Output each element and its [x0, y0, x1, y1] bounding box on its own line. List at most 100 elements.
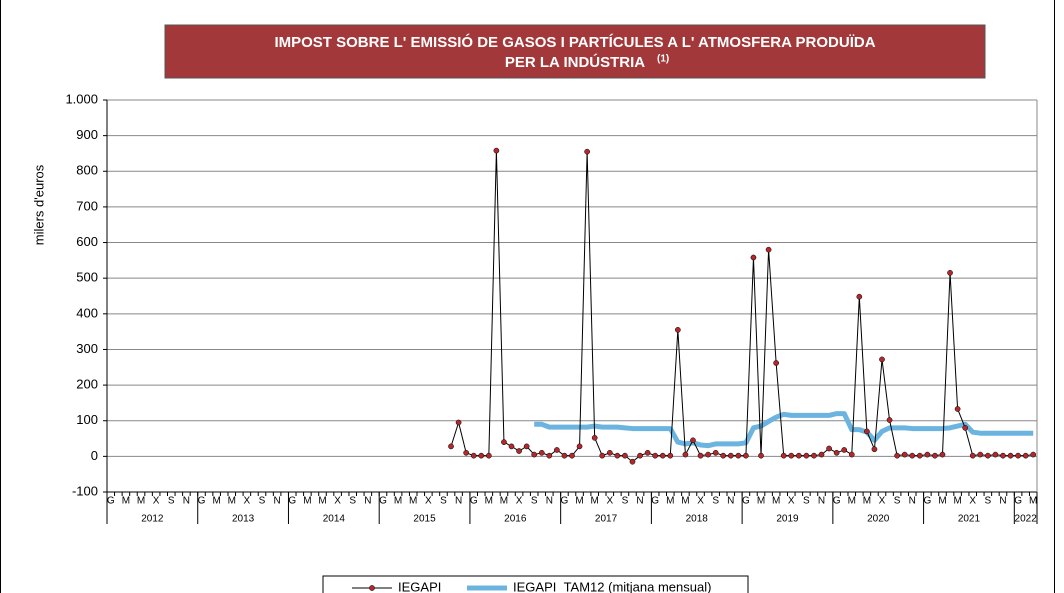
point: [985, 452, 991, 459]
x-tick-label: N: [364, 496, 371, 507]
point: [727, 452, 734, 459]
point: [871, 446, 878, 453]
y-tick-label: 200: [76, 377, 98, 392]
point: [546, 452, 553, 459]
point: [962, 425, 969, 431]
point: [629, 458, 636, 465]
x-tick-label: G: [288, 496, 296, 507]
x-tick-label: S: [349, 496, 356, 507]
x-tick-label: S: [259, 496, 266, 507]
point: [712, 449, 719, 456]
x-tick-label: S: [168, 496, 175, 507]
x-tick-label: G: [107, 496, 115, 507]
x-tick-label: N: [274, 496, 281, 507]
point: [463, 449, 469, 456]
point: [682, 451, 689, 458]
point: [576, 443, 583, 450]
x-tick-label: M: [953, 496, 961, 507]
x-tick-label: X: [969, 496, 976, 507]
point: [561, 452, 568, 459]
year-label: 2015: [413, 514, 436, 525]
y-tick-label: 300: [76, 341, 98, 356]
x-tick-label: X: [425, 496, 432, 507]
x-tick-label: M: [485, 496, 493, 507]
point: [448, 443, 454, 450]
point: [455, 419, 462, 426]
x-tick-label: X: [788, 496, 795, 507]
x-tick-label: X: [244, 496, 251, 507]
x-tick-label: M: [772, 496, 780, 507]
year-label: 2013: [232, 514, 255, 525]
point: [697, 452, 704, 459]
x-tick-label: N: [999, 496, 1006, 507]
point: [947, 269, 953, 276]
point: [795, 452, 802, 459]
chart-title: PER LA INDÚSTRIA: [505, 53, 645, 71]
point: [720, 452, 727, 459]
point: [538, 449, 545, 456]
x-tick-label: X: [697, 496, 704, 507]
year-label: 2021: [958, 514, 981, 525]
point: [954, 406, 961, 412]
point: [690, 437, 696, 444]
x-tick-label: M: [137, 496, 145, 507]
point: [856, 293, 863, 300]
point: [470, 452, 477, 459]
point: [675, 327, 681, 333]
point: [780, 452, 787, 459]
x-tick-label: X: [879, 496, 886, 507]
point: [1015, 452, 1021, 459]
point: [599, 452, 606, 459]
x-tick-label: M: [848, 496, 856, 507]
point: [992, 451, 999, 458]
y-tick-label: 900: [76, 127, 98, 142]
x-tick-label: N: [727, 496, 734, 507]
point: [901, 451, 908, 458]
legend-marker: [369, 585, 375, 591]
x-tick-label: N: [909, 496, 916, 507]
x-tick-label: M: [575, 496, 583, 507]
x-tick-label: M: [1029, 496, 1037, 507]
legend-label: IEGAPI: [398, 579, 441, 593]
point: [478, 452, 485, 459]
y-tick-label: 700: [76, 198, 98, 213]
year-label: 2020: [867, 514, 890, 525]
x-tick-label: G: [833, 496, 841, 507]
x-tick-label: M: [122, 496, 130, 507]
x-tick-label: G: [742, 496, 750, 507]
x-tick-label: X: [153, 496, 160, 507]
point: [614, 452, 621, 459]
point: [773, 360, 779, 366]
x-tick-label: M: [938, 496, 946, 507]
x-tick-label: M: [591, 496, 599, 507]
point: [916, 452, 923, 459]
point: [788, 452, 795, 459]
x-tick-label: M: [681, 496, 689, 507]
x-tick-label: X: [606, 496, 613, 507]
point: [622, 452, 628, 459]
point: [894, 452, 900, 459]
x-tick-label: S: [531, 496, 538, 507]
x-tick-label: G: [651, 496, 659, 507]
x-tick-label: M: [409, 496, 417, 507]
year-label: 2016: [504, 514, 527, 525]
point: [485, 452, 492, 459]
point: [803, 452, 810, 459]
point: [864, 428, 870, 435]
y-tick-label: 1.000: [65, 91, 98, 106]
series-line: [450, 150, 1034, 463]
chart-title: IMPOST SOBRE L' EMISSIÓ DE GASOS I PARTÍ…: [274, 33, 875, 51]
point: [743, 452, 749, 459]
point: [932, 452, 938, 459]
x-tick-label: X: [334, 496, 341, 507]
year-label: 2017: [595, 514, 618, 525]
x-tick-label: S: [894, 496, 901, 507]
point: [508, 443, 515, 450]
point: [969, 452, 976, 459]
x-tick-label: X: [516, 496, 523, 507]
x-tick-label: M: [666, 496, 674, 507]
point: [1022, 452, 1029, 459]
x-tick-label: S: [712, 496, 719, 507]
point: [554, 447, 560, 453]
